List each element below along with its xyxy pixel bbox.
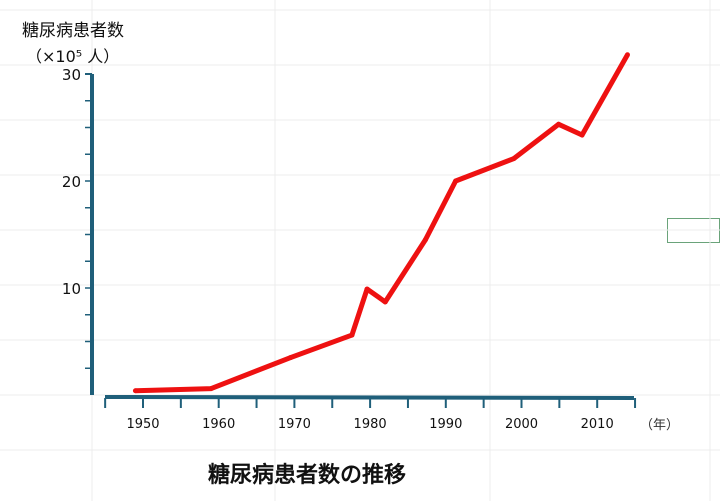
x-tick-label: 2010: [581, 417, 614, 432]
x-tick-label: 1950: [126, 417, 159, 432]
data-point: [382, 299, 388, 305]
series-line: [135, 53, 630, 394]
data-point: [288, 355, 294, 361]
y-tick-label: 10: [62, 280, 81, 298]
data-point: [422, 237, 428, 243]
x-tick-label: 1960: [202, 417, 235, 432]
data-point: [364, 286, 370, 292]
x-axis: [104, 395, 635, 400]
y-tick-label: 30: [62, 66, 81, 84]
data-point: [453, 178, 459, 184]
y-axis-title-line2: （×10⁵ 人）: [26, 47, 119, 66]
chart-title: 糖尿病患者数の推移: [208, 462, 406, 488]
y-axis-title-line1: 糖尿病患者数: [22, 21, 124, 41]
x-tick-label: 2000: [505, 417, 538, 432]
x-tick-label: 1970: [278, 417, 311, 432]
y-tick-label: 20: [62, 173, 81, 191]
data-point: [511, 156, 517, 162]
data-point: [132, 388, 138, 394]
x-axis-title: （年）: [640, 418, 679, 433]
data-point: [208, 386, 214, 392]
data-point: [556, 121, 562, 127]
x-tick-label: 1990: [429, 417, 462, 432]
data-point: [349, 332, 355, 338]
data-point: [579, 132, 585, 138]
x-tick-label: 1980: [354, 417, 387, 432]
data-point: [624, 52, 630, 58]
